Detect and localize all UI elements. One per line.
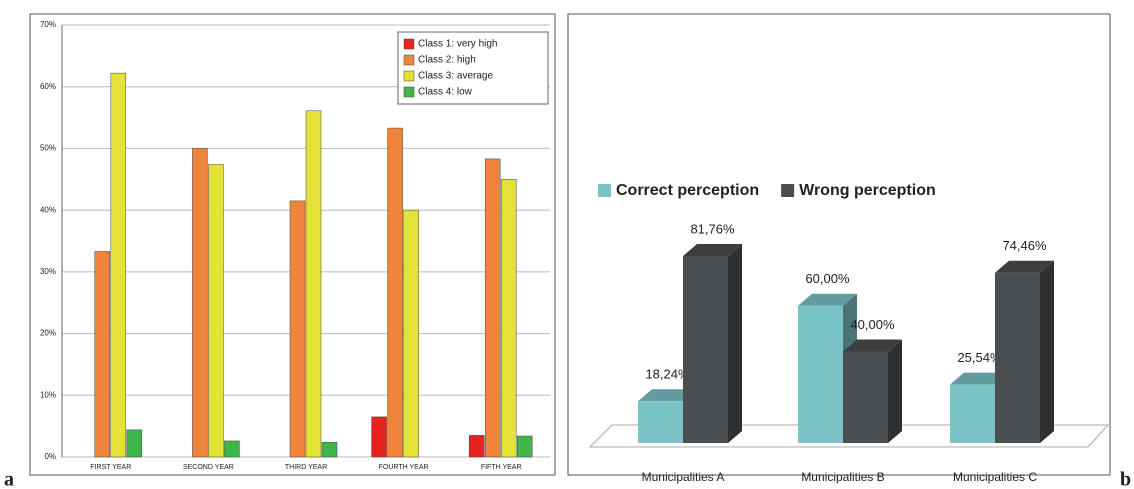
bar xyxy=(387,127,403,458)
legend-swatch xyxy=(403,86,415,98)
bar xyxy=(208,164,224,458)
bar-top xyxy=(950,372,1009,385)
bar xyxy=(995,272,1040,443)
bar xyxy=(403,209,419,458)
bar xyxy=(94,251,111,458)
legend-label: Correct perception xyxy=(616,182,759,199)
bar xyxy=(224,440,240,458)
bar-top xyxy=(798,293,857,306)
y-tick-label: 0% xyxy=(44,452,56,461)
bar-side xyxy=(1040,260,1054,443)
legend-label: Wrong perception xyxy=(799,182,936,199)
value-label: 40,00% xyxy=(850,317,895,332)
bar-side xyxy=(728,244,742,443)
x-tick-label: SECOND YEAR xyxy=(183,464,234,471)
bar xyxy=(126,429,143,458)
value-label: 81,76% xyxy=(690,221,735,236)
legend-swatch xyxy=(403,38,415,50)
y-tick-label: 10% xyxy=(40,390,56,399)
y-tick-label: 50% xyxy=(40,144,56,153)
bar-side xyxy=(888,339,902,443)
x-tick-label: Municipalities C xyxy=(953,470,1037,484)
bar-top xyxy=(683,244,742,256)
panel-label: b xyxy=(1120,469,1131,489)
bar xyxy=(843,351,888,443)
bar xyxy=(798,305,843,443)
y-tick-label: 60% xyxy=(40,82,56,91)
legend-swatch xyxy=(781,184,795,197)
bar-top xyxy=(638,389,697,402)
legend-label: Class 3: average xyxy=(418,71,493,82)
bar xyxy=(484,158,501,458)
legend-swatch xyxy=(403,54,415,66)
x-tick-label: FIFTH YEAR xyxy=(481,464,522,471)
bar xyxy=(305,110,322,458)
legend-label: Class 1: very high xyxy=(418,39,497,50)
legend-swatch xyxy=(403,70,415,82)
bar xyxy=(468,435,485,458)
x-tick-label: FOURTH YEAR xyxy=(379,464,429,471)
legend-label: Class 4: low xyxy=(418,87,473,98)
panel-label: a xyxy=(4,469,14,489)
value-label: 18,24% xyxy=(645,367,690,382)
x-tick-label: FIRST YEAR xyxy=(90,464,131,471)
y-tick-label: 70% xyxy=(40,20,56,29)
bar xyxy=(950,384,995,443)
bar xyxy=(321,441,338,458)
value-label: 25,54% xyxy=(957,350,1002,365)
bar xyxy=(192,148,208,458)
value-label: 60,00% xyxy=(805,271,850,286)
value-label: 74,46% xyxy=(1002,238,1047,253)
x-tick-label: THIRD YEAR xyxy=(285,464,327,471)
legend-label: Class 2: high xyxy=(418,55,476,66)
x-tick-label: Municipalities B xyxy=(801,470,884,484)
legend-box xyxy=(397,31,549,105)
legend-swatch xyxy=(598,184,611,197)
bar xyxy=(638,401,683,443)
bar-top xyxy=(843,339,902,352)
bar xyxy=(516,435,533,458)
bar xyxy=(683,256,728,443)
y-tick-label: 20% xyxy=(40,329,56,338)
x-tick-label: Municipalities A xyxy=(642,470,725,484)
bar-top xyxy=(995,260,1054,273)
bar xyxy=(371,416,387,458)
bar xyxy=(500,179,517,458)
y-tick-label: 40% xyxy=(40,205,56,214)
bar xyxy=(110,72,127,458)
bar xyxy=(289,200,306,458)
y-tick-label: 30% xyxy=(40,267,56,276)
